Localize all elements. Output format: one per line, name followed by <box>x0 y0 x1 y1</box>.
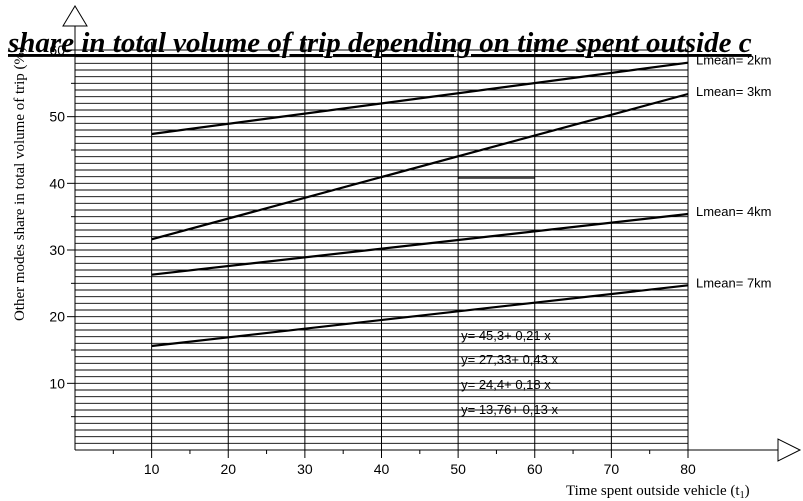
y-tick-label: 20 <box>49 309 65 325</box>
x-axis-label-subscript: 1 <box>740 490 745 501</box>
x-tick-label: 40 <box>374 461 390 477</box>
equation-label: y= 24,4+ 0,18 x <box>461 377 551 392</box>
series-label: Lmean= 4km <box>696 204 772 219</box>
x-tick-label: 30 <box>297 461 313 477</box>
series-lines: Lmean= 2km Lmean= 3km Lmean= 4km Lmean= 7km <box>151 53 772 348</box>
x-tick-label: 10 <box>144 461 160 477</box>
y-tick-label: 10 <box>49 375 65 391</box>
equation-label: y= 13,76+ 0,13 x <box>461 402 558 417</box>
y-tick-label: 30 <box>49 242 65 258</box>
major-grid <box>151 42 689 450</box>
x-tick-label: 20 <box>220 461 236 477</box>
x-axis-label-close: ) <box>745 483 750 499</box>
x-tick-label: 70 <box>604 461 620 477</box>
y-axis-arrow <box>62 5 88 27</box>
series-line <box>151 212 689 276</box>
equation-label: y= 27,33+ 0,43 x <box>461 352 558 367</box>
annotations: y= 45,3+ 0,21 x y= 27,33+ 0,43 x y= 24,4+ … <box>458 177 558 417</box>
equation-label: y= 45,3+ 0,21 x <box>461 328 551 343</box>
series-line <box>151 61 689 136</box>
x-tick-label: 50 <box>450 461 466 477</box>
axes <box>62 5 802 462</box>
x-axis-arrow <box>777 438 802 462</box>
y-tick-label: 60 <box>49 42 65 58</box>
y-axis-label: Other modes share in total volume of tri… <box>12 47 28 321</box>
y-tick-label: 50 <box>49 109 65 125</box>
x-tick-label: 80 <box>680 461 696 477</box>
x-axis-label: Time spent outside vehicle (t1) <box>566 483 750 501</box>
series-label: Lmean= 3km <box>696 84 772 99</box>
x-axis-label-main: Time spent outside vehicle (t <box>566 483 740 499</box>
series-line <box>151 92 689 241</box>
chart-title: share in total volume of trip depending … <box>7 27 752 59</box>
series-label: Lmean= 7km <box>696 275 772 290</box>
chart-area: Lmean= 2km Lmean= 3km Lmean= 4km Lmean= 7km… <box>49 5 802 477</box>
y-tick-label: 40 <box>49 175 65 191</box>
tick-labels: 10 20 30 40 50 60 10 20 30 40 50 60 70 80 <box>49 42 696 477</box>
series-label: Lmean= 2km <box>696 53 772 68</box>
series-line <box>151 284 689 348</box>
x-tick-label: 60 <box>527 461 543 477</box>
